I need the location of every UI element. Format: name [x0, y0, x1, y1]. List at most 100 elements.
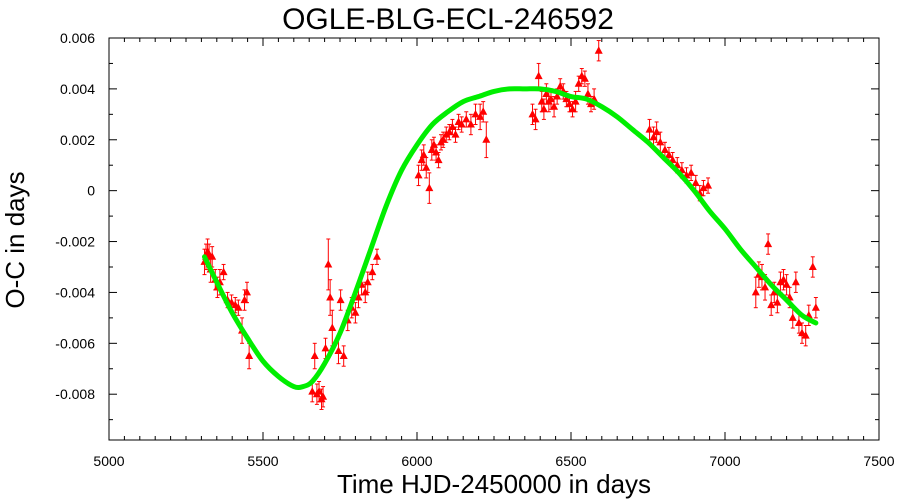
data-point	[751, 287, 760, 296]
data-point	[764, 239, 773, 248]
y-axis-label: O-C in days	[0, 171, 30, 308]
data-point	[770, 287, 779, 296]
plot-area	[200, 40, 820, 410]
data-point	[422, 163, 431, 171]
data-point	[339, 351, 348, 360]
chart-title: OGLE-BLG-ECL-246592	[282, 3, 614, 36]
data-point	[334, 346, 343, 354]
data-point	[656, 137, 665, 146]
data-point	[234, 303, 243, 311]
data-point	[664, 150, 673, 159]
data-point	[645, 125, 654, 133]
x-tick-label: 7000	[709, 453, 740, 469]
data-point	[219, 267, 228, 276]
data-point	[417, 155, 426, 164]
data-point	[372, 252, 381, 260]
y-tick-label: 0	[87, 183, 95, 199]
data-point	[568, 104, 577, 113]
data-point	[562, 94, 571, 103]
data-point	[363, 277, 372, 286]
data-point	[691, 178, 700, 187]
data-point	[310, 351, 319, 360]
data-point	[801, 331, 810, 339]
data-point	[427, 145, 436, 153]
data-point	[565, 99, 574, 108]
data-point	[798, 328, 806, 337]
data-point	[534, 71, 543, 80]
data-point	[811, 303, 820, 311]
data-point	[704, 181, 713, 189]
data-point	[539, 104, 548, 113]
data-point	[553, 92, 562, 100]
data-point	[432, 147, 441, 156]
data-point	[649, 132, 658, 141]
data-point	[687, 168, 696, 176]
x-tick-label: 7500	[863, 453, 894, 469]
x-axis-label: Time HJD-2450000 in days	[337, 469, 651, 499]
data-point	[315, 387, 324, 395]
fit-curve	[201, 86, 819, 391]
data-point	[482, 135, 491, 143]
data-point	[574, 79, 583, 87]
data-point	[414, 170, 423, 179]
data-point	[773, 298, 782, 306]
data-point	[808, 262, 817, 270]
y-tick-label: -0.006	[55, 335, 95, 351]
data-point	[794, 318, 803, 326]
data-point	[791, 277, 800, 286]
data-point	[531, 114, 540, 123]
data-point	[319, 392, 328, 400]
data-point	[439, 135, 448, 143]
data-point	[546, 94, 555, 103]
y-tick-label: -0.004	[55, 284, 95, 300]
data-point	[471, 109, 480, 118]
data-point	[556, 81, 565, 90]
data-point	[324, 259, 333, 268]
data-point	[652, 127, 661, 136]
data-point	[528, 109, 537, 118]
data-point	[537, 97, 546, 105]
data-point	[457, 120, 466, 128]
x-tick-label: 6000	[401, 453, 432, 469]
data-point	[425, 183, 434, 192]
data-point	[361, 287, 370, 296]
data-point	[245, 351, 254, 360]
data-point	[767, 300, 776, 309]
y-tick-label: 0.006	[60, 30, 95, 46]
data-point	[351, 308, 360, 316]
data-point	[699, 183, 708, 192]
data-point	[240, 295, 249, 304]
x-tick-label: 5500	[247, 453, 278, 469]
data-point	[583, 89, 592, 97]
data-point	[208, 252, 217, 260]
data-point	[782, 280, 791, 288]
data-point	[336, 295, 345, 304]
data-point	[580, 74, 589, 82]
x-tick-label: 6500	[555, 453, 586, 469]
data-point	[308, 387, 317, 395]
data-point	[242, 287, 251, 296]
data-point	[451, 130, 460, 138]
data-point	[542, 89, 551, 97]
data-point	[445, 127, 454, 136]
data-point	[321, 343, 330, 352]
y-tick-label: 0.002	[60, 132, 95, 148]
y-tick-label: 0.004	[60, 81, 95, 97]
x-tick-label: 5000	[93, 453, 124, 469]
data-point	[419, 150, 428, 159]
y-tick-label: -0.002	[55, 234, 95, 250]
data-point	[448, 122, 457, 131]
data-point	[368, 267, 377, 276]
data-point	[354, 293, 363, 301]
data-point	[550, 102, 559, 110]
data-point	[571, 97, 580, 105]
data-point	[788, 313, 797, 321]
data-point	[466, 120, 475, 128]
axis-ticks: 5000 5500 6000 6500 7000 7500 -0.008 -0.006 -0.0…	[55, 30, 894, 469]
y-tick-label: -0.008	[55, 386, 95, 402]
data-point	[326, 293, 335, 301]
data-point	[479, 107, 488, 115]
data-point	[476, 112, 485, 120]
data-point	[462, 114, 471, 123]
